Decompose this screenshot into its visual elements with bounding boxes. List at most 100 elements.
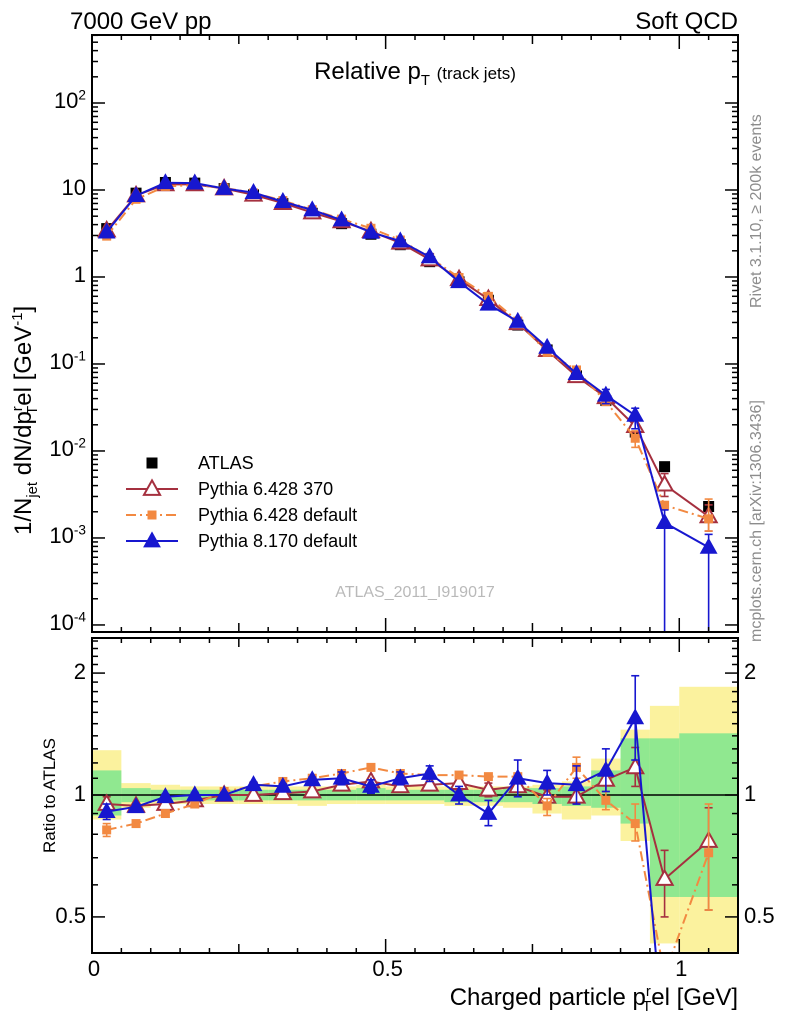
data-point-marker — [508, 768, 527, 785]
ratio-plot-data — [92, 674, 738, 953]
data-point-marker — [596, 385, 615, 402]
main-y-tick-label: 102 — [53, 87, 86, 113]
plot-title-main: Relative pT — [314, 58, 430, 89]
main-y-tick-label: 10-3 — [49, 522, 86, 548]
data-point-marker — [596, 760, 615, 777]
mcplots-arxiv-note: mcplots.cern.ch [arXiv:1306.3436] — [748, 400, 765, 642]
data-point-marker — [699, 537, 718, 554]
process-group-label: Soft QCD — [635, 8, 738, 35]
ratio-y-tick-label-left: 1 — [73, 781, 86, 806]
data-point-marker — [143, 531, 161, 548]
data-point-marker — [97, 222, 116, 239]
plot-title: Relative pT (track jets) — [92, 58, 738, 89]
data-point-marker — [391, 231, 410, 248]
legend-item: Pythia 6.428 default — [126, 502, 357, 528]
ratio-y-tick-label-left: 2 — [73, 659, 86, 685]
data-point-marker — [160, 809, 170, 819]
data-point-marker — [362, 776, 380, 793]
data-point-marker — [450, 785, 468, 802]
main-y-tick-label: 10-1 — [49, 348, 86, 374]
data-point-marker — [332, 210, 351, 227]
beam-energy-label: 7000 GeV pp — [70, 8, 212, 35]
legend-marker-red — [126, 478, 178, 496]
data-point-marker — [567, 364, 586, 381]
data-point-marker — [102, 825, 112, 835]
data-point-marker — [366, 762, 376, 772]
x-tick-label: 0.5 — [372, 956, 403, 981]
data-point-marker — [215, 785, 234, 802]
data-point-marker — [420, 247, 439, 264]
data-point-marker — [185, 173, 204, 190]
legend-item: Pythia 6.428 370 — [126, 476, 357, 502]
data-point-marker — [244, 775, 263, 792]
data-point-marker — [362, 222, 380, 239]
data-point-marker — [508, 311, 527, 328]
data-point-marker — [659, 461, 671, 473]
data-point-marker — [131, 819, 141, 829]
data-point-marker — [156, 787, 175, 804]
legend-item: ATLAS — [126, 450, 357, 476]
data-point-marker — [332, 768, 351, 785]
data-point-marker — [483, 772, 493, 782]
data-point-marker — [303, 200, 322, 217]
data-point-marker — [654, 868, 675, 886]
plot-title-note: (track jets) — [436, 64, 516, 83]
data-point-marker — [146, 457, 158, 469]
data-point-marker — [479, 803, 498, 820]
x-axis-title: Charged particle prTel [GeV] — [449, 984, 738, 1015]
data-point-marker — [185, 785, 204, 802]
data-point-marker — [303, 770, 322, 787]
data-point-marker — [626, 708, 645, 725]
data-point-marker — [630, 819, 640, 829]
data-point-marker — [147, 510, 157, 520]
main-y-tick-label: 10-4 — [49, 609, 86, 635]
data-point-marker — [660, 500, 670, 510]
data-point-marker — [420, 763, 439, 780]
legend-marker-blue — [126, 531, 178, 548]
legend: ATLAS Pythia 6.428 370 Pythia 6.428 defaul… — [126, 450, 357, 554]
legend-label: Pythia 6.428 370 — [198, 478, 334, 499]
data-point-marker — [127, 186, 145, 203]
ratio-y-tick-label-right: 2 — [744, 659, 757, 685]
data-point-marker — [654, 474, 675, 492]
data-point-marker — [302, 780, 322, 799]
main-plot — [91, 34, 739, 633]
data-point-marker — [479, 294, 498, 311]
main-y-tick-label: 10-2 — [49, 435, 86, 461]
data-point-marker — [190, 799, 200, 809]
data-point-marker — [97, 801, 116, 818]
data-point-marker — [156, 173, 175, 190]
legend-item: Pythia 8.170 default — [126, 528, 357, 554]
analysis-id-watermark: ATLAS_2011_I919017 — [335, 584, 495, 601]
rivet-version-note: Rivet 3.1.10, ≥ 200k events — [748, 114, 765, 308]
ratio-plot — [91, 637, 739, 954]
data-point-marker — [655, 513, 674, 529]
data-point-marker — [538, 773, 557, 790]
data-point-marker — [127, 797, 145, 814]
data-point-marker — [450, 272, 468, 289]
legend-label: Pythia 6.428 default — [198, 504, 358, 525]
ratio-y-tick-label-right: 0.5 — [744, 902, 775, 928]
main-plot-data — [96, 173, 719, 632]
data-point-marker — [538, 337, 557, 354]
data-point-marker — [391, 768, 410, 785]
x-tick-label: 1 — [675, 956, 688, 981]
main-y-tick-label: 10 — [61, 174, 86, 200]
main-y-axis-title: 1/Njet dN/dprTel [GeV-1] — [10, 305, 41, 535]
data-point-marker — [704, 848, 714, 858]
main-y-tick-label: 1 — [73, 261, 86, 287]
data-point-marker — [273, 192, 292, 208]
legend-marker-atlas — [146, 457, 158, 469]
data-point-marker — [567, 775, 586, 792]
data-point-marker — [419, 774, 440, 792]
data-point-marker — [542, 801, 552, 811]
ratio-y-tick-label-left: 0.5 — [55, 902, 86, 928]
data-point-marker — [454, 770, 464, 780]
data-point-marker — [601, 795, 611, 805]
legend-label: Pythia 8.170 default — [198, 530, 358, 551]
data-point-marker — [142, 478, 162, 496]
data-point-marker — [630, 433, 640, 443]
data-point-marker — [244, 183, 263, 199]
data-point-marker — [273, 776, 292, 793]
